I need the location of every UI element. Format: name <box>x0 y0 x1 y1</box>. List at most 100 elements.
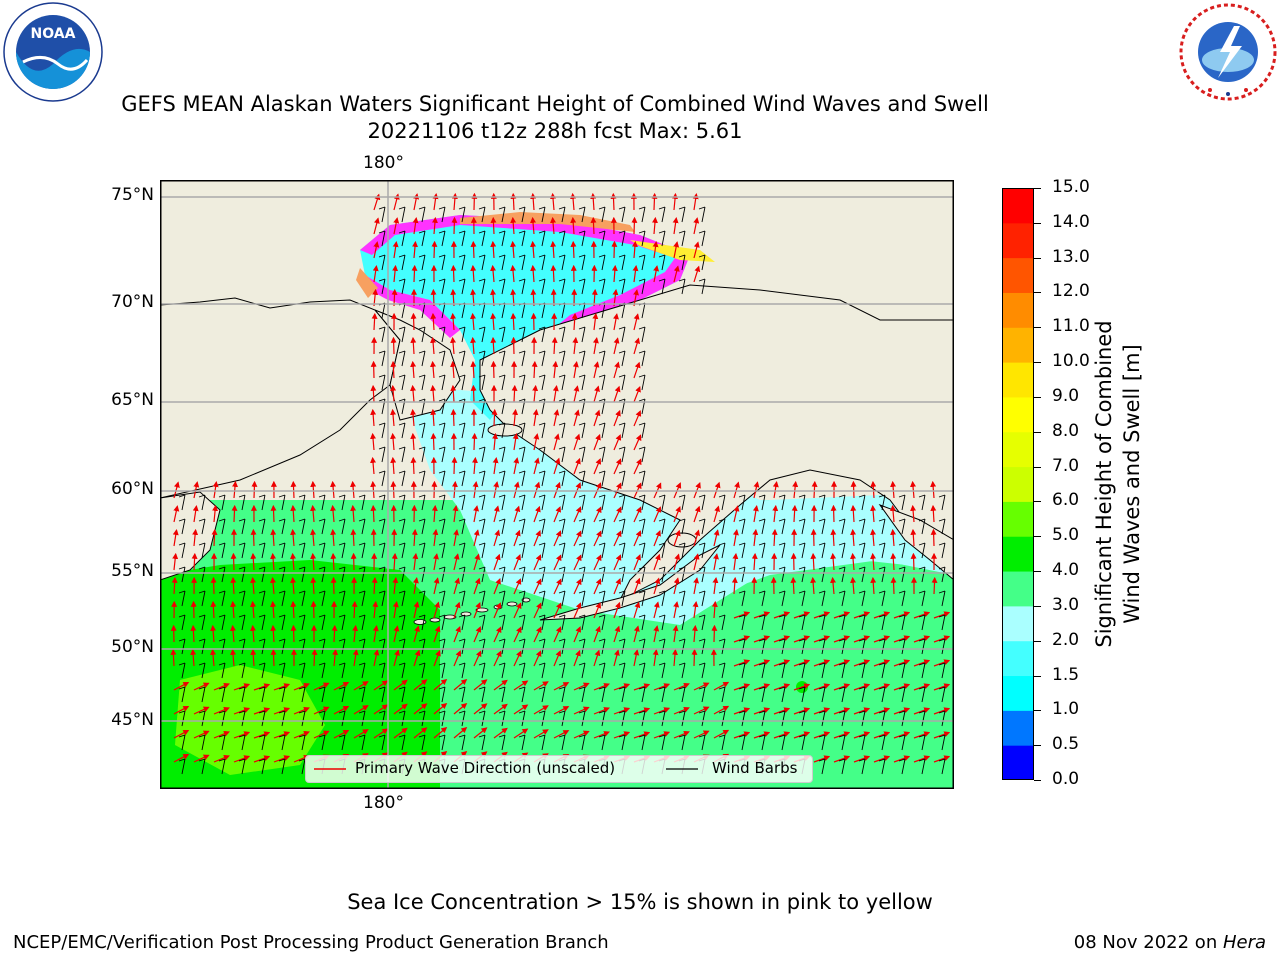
wind-barb <box>498 638 506 655</box>
colorbar-tick-label: 9.0 <box>1052 385 1080 406</box>
wind-barb <box>658 710 666 727</box>
wind-barb <box>498 446 506 463</box>
wind-barb <box>698 662 706 679</box>
wave-direction-arrow <box>633 731 651 739</box>
wave-direction-arrow <box>893 683 911 691</box>
wind-barb <box>618 254 626 271</box>
wave-direction-arrow <box>450 408 457 427</box>
wave-direction-arrow <box>533 705 549 715</box>
wave-direction-arrow <box>412 577 419 595</box>
wind-barb <box>618 590 626 607</box>
wind-barb <box>718 542 726 559</box>
wave-direction-arrow <box>253 707 271 715</box>
wave-direction-arrow <box>451 456 458 475</box>
wave-direction-arrow <box>290 600 297 619</box>
wind-barb <box>638 662 646 679</box>
wave-direction-arrow <box>172 529 179 547</box>
wind-barb <box>518 230 526 247</box>
wind-barb <box>418 254 426 271</box>
wind-barb <box>758 614 766 631</box>
wave-direction-arrow <box>813 659 831 667</box>
wave-direction-arrow <box>752 505 759 523</box>
wave-direction-arrow <box>413 703 428 715</box>
colorbar-tick-mark <box>1034 745 1041 747</box>
wind-barb <box>818 638 826 655</box>
wind-barb <box>418 518 426 535</box>
wave-direction-arrow <box>850 576 857 595</box>
wave-direction-arrow <box>553 554 562 571</box>
wave-direction-arrow <box>473 553 481 571</box>
wind-barb <box>818 734 826 751</box>
wind-barb <box>838 758 846 775</box>
wind-barb <box>918 686 926 703</box>
wind-barb <box>358 494 366 511</box>
colorbar-swatch <box>1002 362 1034 398</box>
wind-barb <box>258 566 266 583</box>
wave-direction-arrow <box>910 480 917 499</box>
wind-barb <box>418 566 426 583</box>
wind-barb <box>618 518 626 535</box>
wave-direction-arrow <box>913 707 931 715</box>
wave-direction-arrow <box>533 729 549 739</box>
wind-barb <box>698 254 706 271</box>
wave-direction-arrow <box>532 384 539 403</box>
wind-barb <box>558 494 566 511</box>
wind-barb <box>498 206 506 223</box>
wind-barb <box>218 638 226 655</box>
wave-direction-arrow <box>430 360 437 379</box>
wave-direction-arrow <box>873 755 891 763</box>
wind-barb <box>358 638 366 655</box>
wave-direction-arrow <box>731 576 738 595</box>
wind-barb <box>858 566 866 583</box>
wave-direction-arrow <box>470 360 477 379</box>
wind-barb <box>298 542 306 559</box>
wind-barb <box>918 758 926 775</box>
wind-barb <box>278 662 286 679</box>
wind-barb <box>838 494 846 511</box>
wind-barb <box>918 566 926 583</box>
wind-barb <box>418 422 426 439</box>
wave-direction-arrow <box>411 264 418 283</box>
wave-direction-arrow <box>733 505 740 523</box>
wave-direction-arrow <box>672 216 679 235</box>
wind-barb <box>758 662 766 679</box>
wave-direction-arrow <box>453 678 468 691</box>
wave-direction-arrow <box>673 682 690 691</box>
ocean-5-6m <box>175 665 325 775</box>
colorbar-frame <box>1002 188 1034 780</box>
wind-barb <box>398 566 406 583</box>
wind-barb <box>558 230 566 247</box>
wave-direction-arrow <box>870 552 877 571</box>
wind-barb <box>618 278 626 295</box>
wave-direction-arrow <box>330 528 337 547</box>
colorbar-swatch <box>1002 571 1034 607</box>
wave-direction-arrow <box>350 504 357 523</box>
wave-direction-arrow <box>213 706 230 715</box>
wave-direction-arrow <box>173 706 190 715</box>
wind-barb <box>318 686 326 703</box>
wave-direction-arrow <box>573 626 582 643</box>
wind-barb <box>598 422 606 439</box>
colorbar-swatch <box>1002 466 1034 502</box>
wind-barb <box>478 566 486 583</box>
wave-direction-arrow <box>210 648 217 667</box>
wind-barb <box>518 278 526 295</box>
wind-barb <box>318 662 326 679</box>
wave-direction-arrow <box>593 625 601 643</box>
wind-barb <box>398 326 406 343</box>
wave-direction-arrow <box>491 408 498 427</box>
wind-barb <box>778 518 786 535</box>
wave-direction-arrow <box>431 240 438 259</box>
colorbar-tick-label: 2.0 <box>1052 629 1080 650</box>
wind-barb <box>538 590 546 607</box>
sea-ice-pink <box>360 215 690 380</box>
wave-direction-arrow <box>353 729 369 739</box>
wave-direction-arrow <box>573 649 581 667</box>
wave-direction-arrow <box>553 626 562 643</box>
wave-direction-arrow <box>653 577 661 595</box>
wind-barb <box>598 614 606 631</box>
wave-direction-arrow <box>492 456 499 475</box>
wave-direction-arrow <box>372 625 379 643</box>
wind-barb <box>518 470 526 487</box>
wave-direction-arrow <box>553 506 562 523</box>
